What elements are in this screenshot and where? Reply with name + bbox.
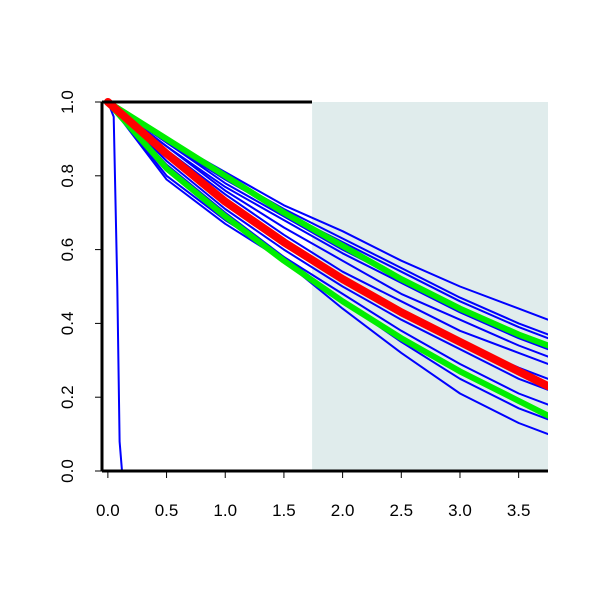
y-tick-label: 1.0 [58, 90, 77, 114]
y-tick-label: 0.2 [58, 385, 77, 409]
y-tick-label: 0.0 [58, 459, 77, 483]
series-line-7 [106, 101, 548, 358]
x-tick-label: 0.5 [155, 501, 179, 520]
series-line-13 [106, 101, 548, 436]
y-tick-label: 0.8 [58, 164, 77, 188]
y-tick-label: 0.4 [58, 312, 77, 336]
series-line-16 [103, 98, 548, 391]
x-tick-label: 2.5 [389, 501, 413, 520]
axes-layer: 0.0 0.5 1.0 1.5 2.0 2.5 3.0 3.5 0.0 0.2 0.4 0.6 0.8 1… [58, 90, 548, 520]
series-line-4 [106, 101, 548, 340]
x-tick-label: 0.0 [96, 501, 120, 520]
y-tick-label: 0.6 [58, 238, 77, 262]
x-tick-label: 2.0 [331, 501, 355, 520]
x-tick-label: 1.5 [272, 501, 296, 520]
x-tick-label: 1.0 [213, 501, 237, 520]
x-tick-label: 3.5 [507, 501, 531, 520]
series-line-15 [104, 99, 548, 419]
series-line-14 [104, 99, 548, 349]
series-line-10 [106, 101, 548, 391]
series-layer [103, 98, 548, 472]
x-tick-label: 3.0 [448, 501, 472, 520]
